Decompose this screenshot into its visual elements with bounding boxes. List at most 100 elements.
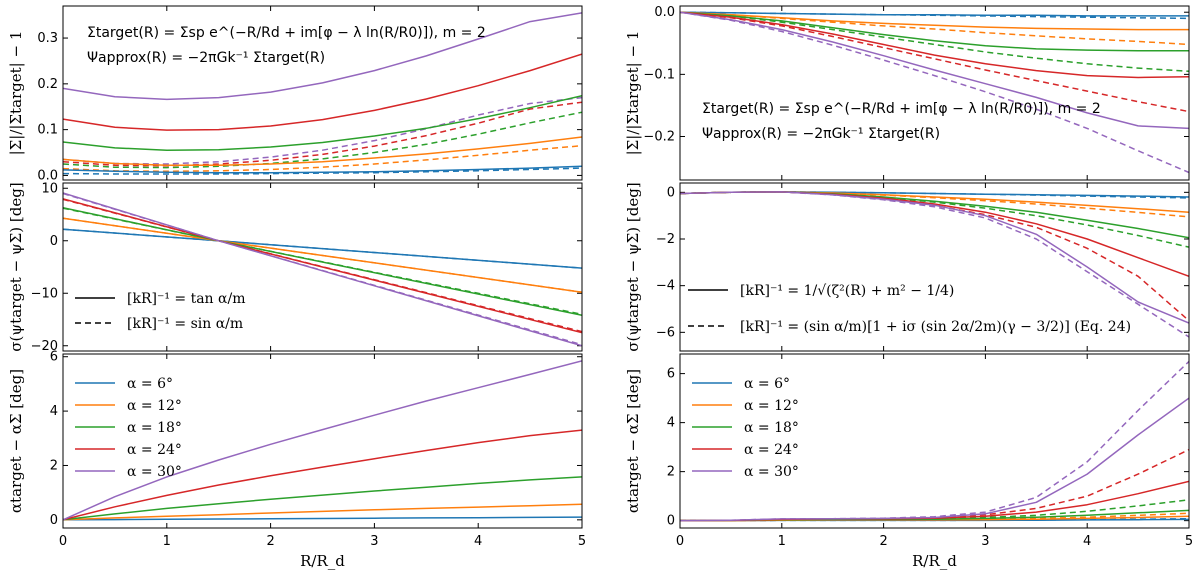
solid-series-line <box>63 503 582 521</box>
panel-c1-p0: 0.0 −0.1 −0.2|Σ|/|Σtarget| − 1 Σtarget(R) =… <box>624 5 1190 181</box>
solid-series-line <box>63 476 582 521</box>
x-axis-label: R/R_d <box>300 552 345 570</box>
solid-series-line <box>680 397 1189 522</box>
axes-frame <box>679 5 1190 181</box>
solid-series-line <box>63 429 582 521</box>
solid-series-line <box>680 11 1189 17</box>
solid-series-line <box>63 516 582 521</box>
xtick-label: 4 <box>474 534 482 549</box>
ytick-label: 0 <box>667 514 675 529</box>
dashed-series-line <box>680 448 1189 522</box>
xtick-label: 0 <box>59 534 67 549</box>
y-axis-label: |Σ|/|Σtarget| − 1 <box>624 31 642 156</box>
ytick-label: 6 <box>667 367 675 382</box>
dashed-series-line <box>680 191 1189 322</box>
ytick-label: −2 <box>656 232 675 247</box>
ytick-label: −6 <box>656 325 675 340</box>
ytick-label: −4 <box>656 279 675 294</box>
legend-alpha-label: α = 30° <box>744 464 799 480</box>
legend-dashed-label: [kR]⁻¹ = (sin α/m)[1 + iσ (sin 2α/2m)(γ … <box>740 319 1131 335</box>
solid-series-line <box>63 12 582 101</box>
legend-alpha-label: α = 12° <box>744 398 799 414</box>
dashed-series-line <box>63 111 582 169</box>
solid-series-line <box>680 11 1189 130</box>
dashed-series-line <box>680 11 1189 73</box>
ytick-label: 0.1 <box>37 123 58 138</box>
formula-sigma-target: Σtarget(R) = Σsp e^(−R/Rd + im[φ − λ ln(… <box>702 101 1101 117</box>
ytick-label: 0.0 <box>37 168 58 183</box>
xtick-label: 1 <box>778 534 786 549</box>
ytick-label: 0 <box>50 513 58 528</box>
legend-alpha-label: α = 6° <box>744 376 790 392</box>
ytick-label: −0.1 <box>643 67 675 82</box>
y-axis-label: αtarget − αΣ [deg] <box>7 369 25 513</box>
ytick-label: 2 <box>50 458 58 473</box>
solid-series-line <box>680 11 1189 79</box>
ytick-label: 10 <box>41 181 58 196</box>
legend-solid-label: [kR]⁻¹ = tan α/m <box>127 291 245 307</box>
xtick-label: 5 <box>578 534 586 549</box>
xtick-label: 0 <box>676 534 684 549</box>
xtick-label: 1 <box>163 534 171 549</box>
dashed-series-line <box>680 191 1189 248</box>
solid-series-line <box>63 165 582 174</box>
ytick-label: −10 <box>31 286 58 301</box>
ytick-label: −0.2 <box>643 130 675 145</box>
panel-c0-p1: −20 −10 0 10 σ(ψtarget − ψΣ) [deg] [kR]⁻¹ = t… <box>7 181 583 354</box>
y-axis-label: σ(ψtarget − ψΣ) [deg] <box>7 182 25 351</box>
legend-alpha-label: α = 6° <box>127 376 173 392</box>
y-axis-label: |Σ|/|Σtarget| − 1 <box>7 31 25 156</box>
solid-series-line <box>63 217 582 293</box>
ytick-label: 4 <box>50 404 58 419</box>
dashed-series-line <box>63 167 582 175</box>
dashed-series-line <box>63 96 582 165</box>
ytick-label: 0 <box>50 234 58 249</box>
axes-frame <box>679 353 1190 529</box>
x-axis-label: R/R_d <box>912 552 957 570</box>
axes-frame <box>62 353 583 529</box>
panel-c1-p1: 0 −2 −4 −6 σ(ψtarget − ψΣ) [deg] [kR]⁻¹ = 1/√… <box>624 182 1190 352</box>
axes-frame <box>679 182 1190 352</box>
y-axis-label: αtarget − αΣ [deg] <box>624 369 642 513</box>
xtick-label: 4 <box>1083 534 1091 549</box>
formula-psi-approx: Ψapprox(R) = −2πGk⁻¹ Σtarget(R) <box>87 50 325 66</box>
panel-c0-p2: 0 2 4 6 0 1 2 3 4 5 αtarget − αΣ [deg] α = 6° α = 12… <box>7 350 586 549</box>
formula-psi-approx: Ψapprox(R) = −2πGk⁻¹ Σtarget(R) <box>702 126 940 142</box>
solid-series-line <box>63 94 582 151</box>
ytick-label: 0.0 <box>654 5 675 20</box>
legend-alpha-label: α = 30° <box>127 464 182 480</box>
y-axis-label: σ(ψtarget − ψΣ) [deg] <box>624 182 642 351</box>
xtick-label: 3 <box>981 534 989 549</box>
solid-series-line <box>63 360 582 521</box>
legend-alpha-label: α = 24° <box>127 442 182 458</box>
solid-series-line <box>63 53 582 131</box>
solid-series-line <box>680 191 1189 324</box>
xtick-label: 2 <box>879 534 887 549</box>
solid-series-line <box>63 198 582 334</box>
ytick-label: 6 <box>50 350 58 365</box>
axes-frame <box>62 5 583 181</box>
solid-series-line <box>63 136 582 167</box>
ytick-label: 2 <box>667 465 675 480</box>
legend-solid-label: [kR]⁻¹ = 1/√(ζ²(R) + m² − 1/4) <box>740 283 954 299</box>
ytick-label: 4 <box>667 416 675 431</box>
dashed-series-line <box>63 101 582 167</box>
legend-alpha-label: α = 18° <box>127 420 182 436</box>
dashed-series-line <box>63 144 582 173</box>
solid-series-line <box>63 192 582 347</box>
ytick-label: 0.3 <box>37 31 58 46</box>
xtick-label: 5 <box>1185 534 1193 549</box>
ytick-label: 0.2 <box>37 77 58 92</box>
dashed-series-line <box>680 11 1189 113</box>
solid-series-line <box>680 11 1189 52</box>
dashed-series-line <box>680 11 1189 174</box>
legend-alpha-label: α = 18° <box>744 420 799 436</box>
solid-series-line <box>680 11 1189 31</box>
axes-frame <box>62 182 583 352</box>
xtick-label: 2 <box>266 534 274 549</box>
legend-alpha-label: α = 24° <box>744 442 799 458</box>
xtick-label: 3 <box>370 534 378 549</box>
ytick-label: 0 <box>667 185 675 200</box>
formula-sigma-target: Σtarget(R) = Σsp e^(−R/Rd + im[φ − λ ln(… <box>87 25 486 41</box>
